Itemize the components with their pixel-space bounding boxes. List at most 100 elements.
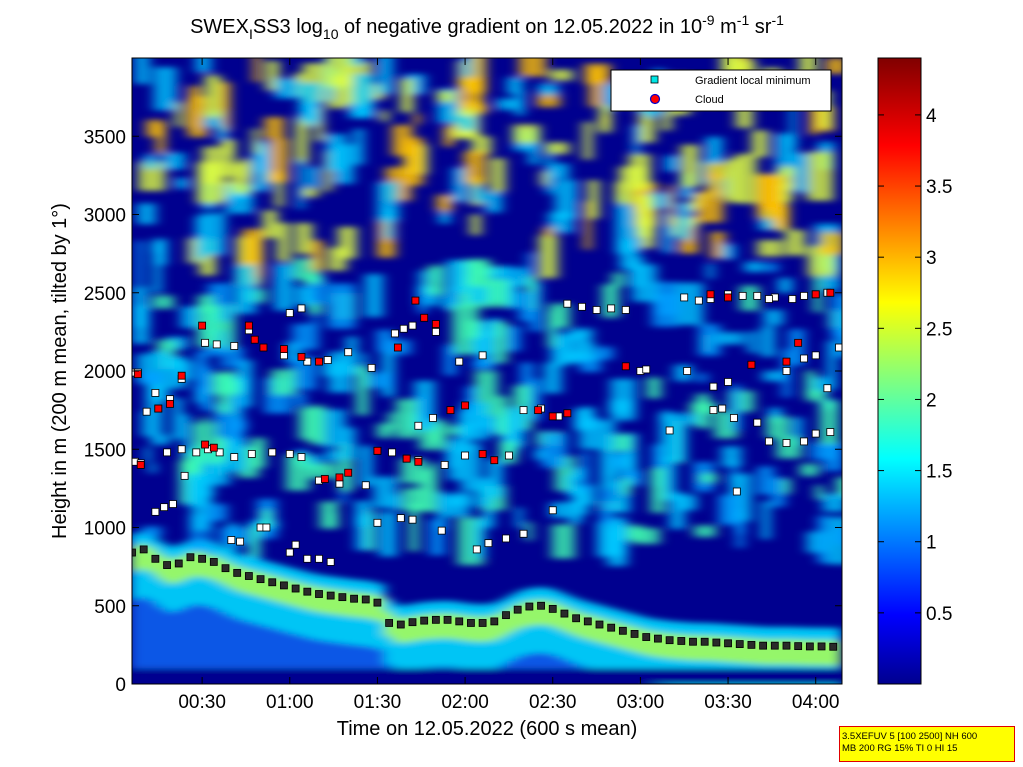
- minimum-marker: [326, 591, 335, 600]
- minimum-marker: [519, 406, 528, 415]
- colorbar-ticks: 0.5 1 1.5 2 2.5 3 3.5 4: [878, 106, 952, 625]
- minimum-marker: [712, 638, 721, 647]
- minimum-marker: [227, 536, 236, 544]
- minimum-marker: [268, 578, 277, 587]
- legend-entry-cloud: Cloud: [695, 94, 724, 106]
- cloud-marker: [534, 406, 543, 415]
- minimum-marker: [429, 414, 437, 422]
- minimum-marker: [607, 623, 616, 632]
- minimum-marker: [805, 642, 814, 651]
- minimum-marker: [753, 291, 762, 300]
- cloud-marker: [747, 360, 756, 369]
- minimum-marker: [431, 327, 440, 336]
- minimum-marker: [262, 523, 271, 532]
- legend: Gradient local minimum Cloud: [610, 69, 832, 112]
- minimum-marker: [230, 453, 239, 461]
- minimum-marker: [303, 554, 312, 563]
- y-tick-label: 1500: [84, 440, 126, 461]
- cloud-marker: [209, 443, 218, 452]
- heatmap-area: [132, 58, 842, 684]
- minimum-marker: [151, 554, 160, 563]
- cloud-marker: [280, 345, 288, 353]
- minimum-marker: [399, 324, 408, 333]
- minimum-marker: [385, 619, 394, 627]
- y-tick-label: 3000: [84, 206, 126, 227]
- cloud-marker: [461, 401, 469, 410]
- minimum-marker: [513, 605, 522, 614]
- minimum-marker: [578, 302, 586, 311]
- minimum-marker: [618, 626, 627, 635]
- minimum-marker: [285, 309, 294, 317]
- minimum-marker: [478, 619, 487, 627]
- minimum-marker: [414, 421, 423, 430]
- minimum-marker: [729, 414, 738, 422]
- minimum-marker: [455, 357, 464, 366]
- minimum-marker: [467, 619, 475, 627]
- minimum-marker: [525, 602, 534, 611]
- cloud-marker: [259, 343, 268, 352]
- minimum-marker: [817, 642, 826, 651]
- minimum-marker: [209, 558, 218, 566]
- cloud-marker: [402, 454, 411, 463]
- minimum-marker: [665, 426, 674, 435]
- minimum-marker: [548, 506, 557, 515]
- minimum-marker: [560, 609, 569, 618]
- minimum-marker: [236, 537, 245, 546]
- minimum-marker: [280, 581, 288, 590]
- minimum-marker: [408, 618, 417, 627]
- minimum-marker: [139, 545, 148, 554]
- cloud-marker: [297, 353, 306, 361]
- cloud-marker: [177, 371, 186, 380]
- minimum-marker: [408, 321, 417, 330]
- minimum-marker: [680, 293, 689, 302]
- minimum-marker: [297, 453, 306, 461]
- minimum-marker: [738, 291, 747, 300]
- cloud-marker: [414, 457, 423, 466]
- minimum-marker: [472, 545, 481, 554]
- minimum-marker: [724, 378, 732, 386]
- cloud-marker: [315, 357, 323, 366]
- cloud-marker: [244, 321, 253, 330]
- minimum-marker: [268, 448, 277, 457]
- minimum-marker: [654, 634, 662, 643]
- y-axis: 0 500 1000 1500 2000 2500 3000 3500: [84, 127, 842, 696]
- minimum-marker: [151, 507, 160, 516]
- minimum-marker: [770, 641, 779, 650]
- x-tick-label: 02:00: [441, 692, 489, 713]
- minimum-marker: [826, 428, 835, 436]
- minimum-marker: [782, 641, 791, 650]
- cloud-marker: [706, 290, 715, 299]
- y-tick-label: 2000: [84, 362, 126, 383]
- info-line-2: MB 200 RG 15% TI 0 HI 15: [842, 743, 958, 754]
- minimum-marker: [256, 575, 265, 584]
- x-tick-label: 01:30: [354, 692, 402, 713]
- minimum-marker: [344, 348, 353, 357]
- colorbar-tick-label: 1.5: [926, 462, 952, 483]
- info-box: 3.5XEFUV 5 [100 2500] NH 600 MB 200 RG 1…: [839, 726, 1015, 762]
- minimum-marker: [765, 437, 773, 446]
- minimum-marker: [490, 617, 499, 626]
- minimum-marker: [350, 594, 358, 603]
- minimum-marker: [396, 514, 405, 523]
- minimum-marker: [285, 450, 294, 458]
- minimum-marker: [823, 384, 832, 393]
- minimum-marker: [735, 640, 744, 648]
- cloud-marker: [826, 288, 835, 297]
- minimum-marker: [373, 598, 382, 607]
- minimum-marker: [180, 471, 189, 480]
- x-tick-label: 04:00: [792, 692, 840, 713]
- minimum-marker: [201, 338, 209, 347]
- colorbar-gradient: [877, 57, 922, 685]
- cloud-marker: [335, 473, 344, 482]
- x-axis-label: Time on 12.05.2022 (600 s mean): [337, 718, 638, 740]
- legend-entry-minimum: Gradient local minimum: [695, 75, 811, 87]
- minimum-marker: [198, 554, 207, 563]
- minimum-marker: [169, 500, 177, 508]
- colorbar-tick-label: 3.5: [926, 177, 952, 198]
- minimum-marker: [212, 340, 221, 349]
- chart-title: SWEXISS3 log10 of negative gradient on 1…: [190, 12, 784, 42]
- minimum-marker: [361, 481, 370, 490]
- cloud-marker: [446, 406, 455, 415]
- minimum-marker: [151, 389, 160, 397]
